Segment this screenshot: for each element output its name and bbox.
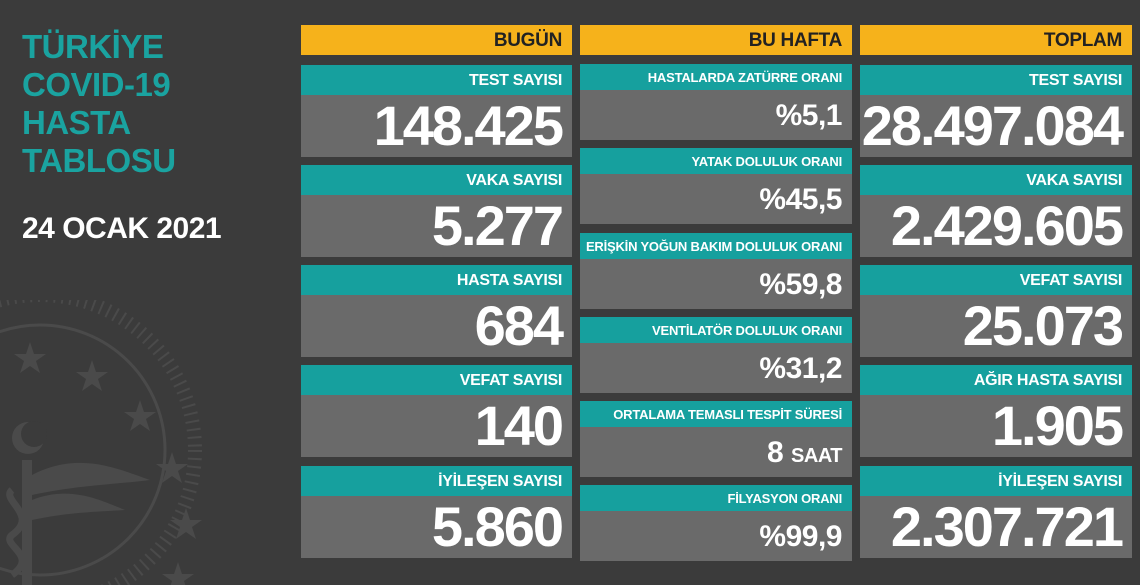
card-label: VEFAT SAYISI <box>860 265 1132 295</box>
card-value: 2.307.721 <box>860 496 1132 558</box>
week-contact-time-card: ORTALAMA TEMASLI TESPİT SÜRESİ 8 SAAT <box>580 401 852 477</box>
today-column: BUGÜN TEST SAYISI 148.425 VAKA SAYISI 5.… <box>301 25 572 558</box>
card-value: %45,5 <box>580 174 852 224</box>
total-test-card: TEST SAYISI 28.497.084 <box>860 65 1132 157</box>
card-value: 25.073 <box>860 295 1132 357</box>
week-bed-card: YATAK DOLULUK ORANI %45,5 <box>580 148 852 224</box>
week-filiation-card: FİLYASYON ORANI %99,9 <box>580 485 852 561</box>
card-label: YATAK DOLULUK ORANI <box>580 148 852 174</box>
card-label: TEST SAYISI <box>860 65 1132 95</box>
value-number: 8 <box>767 436 784 469</box>
card-value: 2.429.605 <box>860 195 1132 257</box>
card-value: %59,8 <box>580 259 852 309</box>
week-ventilator-card: VENTİLATÖR DOLULUK ORANI %31,2 <box>580 317 852 393</box>
card-value: 28.497.084 <box>860 95 1132 157</box>
card-label: HASTA SAYISI <box>301 265 572 295</box>
week-column: BU HAFTA HASTALARDA ZATÜRRE ORANI %5,1 Y… <box>580 25 852 561</box>
card-label: VEFAT SAYISI <box>301 365 572 395</box>
today-header: BUGÜN <box>301 25 572 55</box>
card-label: ERİŞKİN YOĞUN BAKIM DOLULUK ORANI <box>580 233 852 259</box>
week-pneumonia-card: HASTALARDA ZATÜRRE ORANI %5,1 <box>580 64 852 140</box>
card-value: %31,2 <box>580 343 852 393</box>
today-recovered-card: İYİLEŞEN SAYISI 5.860 <box>301 466 572 558</box>
report-date: 24 OCAK 2021 <box>22 212 222 245</box>
card-label: ORTALAMA TEMASLI TESPİT SÜRESİ <box>580 401 852 427</box>
card-label: VENTİLATÖR DOLULUK ORANI <box>580 317 852 343</box>
card-value: 5.277 <box>301 195 572 257</box>
week-header: BU HAFTA <box>580 25 852 55</box>
card-value: 684 <box>301 295 572 357</box>
title-line: TABLOSU <box>22 142 176 179</box>
title-line: HASTA <box>22 104 131 141</box>
title-line: COVID-19 <box>22 66 171 103</box>
value-unit: SAAT <box>791 445 842 467</box>
card-label: HASTALARDA ZATÜRRE ORANI <box>580 64 852 90</box>
card-value: %99,9 <box>580 511 852 561</box>
card-label: AĞIR HASTA SAYISI <box>860 365 1132 395</box>
week-icu-card: ERİŞKİN YOĞUN BAKIM DOLULUK ORANI %59,8 <box>580 233 852 309</box>
total-header: TOPLAM <box>860 25 1132 55</box>
ministry-emblem-icon <box>0 300 202 585</box>
card-label: FİLYASYON ORANI <box>580 485 852 511</box>
card-value: 1.905 <box>860 395 1132 457</box>
today-death-card: VEFAT SAYISI 140 <box>301 365 572 457</box>
card-value: %5,1 <box>580 90 852 140</box>
total-severe-card: AĞIR HASTA SAYISI 1.905 <box>860 365 1132 457</box>
card-value: 140 <box>301 395 572 457</box>
card-value: 5.860 <box>301 496 572 558</box>
card-label: İYİLEŞEN SAYISI <box>860 466 1132 496</box>
card-label: VAKA SAYISI <box>860 165 1132 195</box>
total-death-card: VEFAT SAYISI 25.073 <box>860 265 1132 357</box>
title-line: TÜRKİYE <box>22 28 164 65</box>
today-patient-card: HASTA SAYISI 684 <box>301 265 572 357</box>
today-test-card: TEST SAYISI 148.425 <box>301 65 572 157</box>
total-column: TOPLAM TEST SAYISI 28.497.084 VAKA SAYIS… <box>860 25 1132 558</box>
card-label: İYİLEŞEN SAYISI <box>301 466 572 496</box>
total-case-card: VAKA SAYISI 2.429.605 <box>860 165 1132 257</box>
card-value: 148.425 <box>301 95 572 157</box>
total-recovered-card: İYİLEŞEN SAYISI 2.307.721 <box>860 466 1132 558</box>
card-value: 8 SAAT <box>580 427 852 477</box>
card-label: VAKA SAYISI <box>301 165 572 195</box>
today-case-card: VAKA SAYISI 5.277 <box>301 165 572 257</box>
page-title: TÜRKİYE COVID-19 HASTA TABLOSU <box>22 28 176 180</box>
card-label: TEST SAYISI <box>301 65 572 95</box>
